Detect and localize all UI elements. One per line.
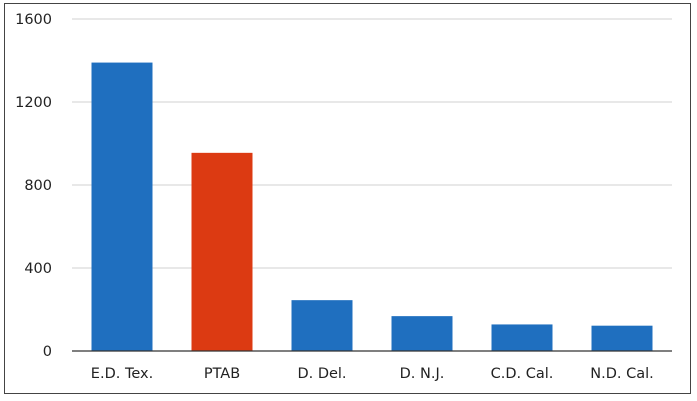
y-tick-label: 1200 [15,95,52,111]
x-tick-label: N.D. Cal. [590,366,654,382]
y-axis-ticks: 0 400 800 1200 1600 [15,12,52,360]
y-tick-label: 400 [24,261,52,277]
x-tick-label: PTAB [204,366,240,382]
y-tick-label: 800 [24,178,52,194]
bar-e-d-tex [91,62,153,351]
bar-n-d-cal [591,325,653,351]
bar-ptab [191,152,253,351]
y-tick-label: 0 [43,344,52,360]
bar-d-n-j [391,316,453,351]
y-tick-label: 1600 [15,12,52,28]
x-tick-label: D. N.J. [400,366,445,382]
x-axis-labels: E.D. Tex. PTAB D. Del. D. N.J. C.D. Cal. N.D.… [91,366,654,382]
x-tick-label: C.D. Cal. [491,366,554,382]
bar-c-d-cal [491,324,553,351]
bar-d-del [291,300,353,351]
gridlines [72,18,672,269]
x-tick-label: D. Del. [297,366,346,382]
x-tick-label: E.D. Tex. [91,366,153,382]
bars [91,62,653,351]
